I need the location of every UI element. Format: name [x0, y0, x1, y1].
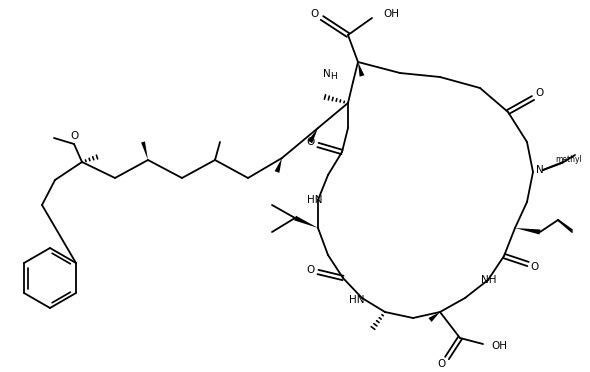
Text: O: O	[531, 262, 539, 272]
Text: O: O	[307, 137, 315, 147]
Text: H: H	[330, 71, 337, 80]
Polygon shape	[515, 228, 540, 234]
Polygon shape	[428, 312, 440, 322]
Text: methyl: methyl	[556, 154, 582, 164]
Text: O: O	[536, 88, 544, 98]
Text: O: O	[311, 9, 319, 19]
Text: HN: HN	[349, 295, 365, 305]
Polygon shape	[275, 158, 282, 173]
Text: OH: OH	[491, 341, 507, 351]
Text: O: O	[307, 265, 315, 275]
Text: N: N	[323, 69, 331, 79]
Text: O: O	[70, 131, 78, 141]
Polygon shape	[141, 141, 148, 160]
Text: HN: HN	[307, 195, 323, 205]
Polygon shape	[294, 216, 318, 228]
Polygon shape	[358, 62, 365, 77]
Text: N: N	[536, 165, 544, 175]
Text: OH: OH	[383, 9, 399, 19]
Text: O: O	[438, 359, 446, 369]
Text: NH: NH	[481, 275, 497, 285]
Polygon shape	[308, 128, 318, 143]
